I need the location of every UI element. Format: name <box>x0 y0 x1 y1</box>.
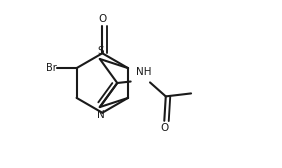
Text: N: N <box>97 110 105 120</box>
Text: O: O <box>98 14 106 25</box>
Text: O: O <box>160 123 168 133</box>
Text: NH: NH <box>136 67 151 77</box>
Text: S: S <box>98 46 104 56</box>
Text: Br: Br <box>46 63 56 73</box>
